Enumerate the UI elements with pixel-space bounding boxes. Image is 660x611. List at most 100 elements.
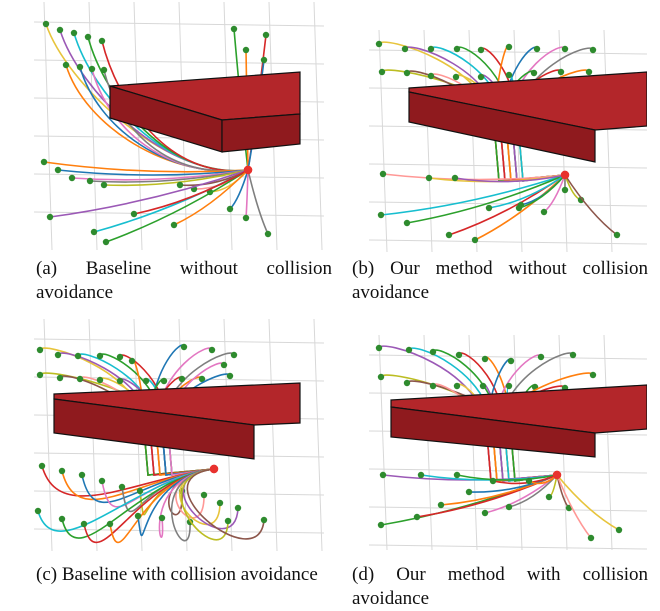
start-point [98,477,106,485]
start-point [116,377,124,385]
trajectory-line [518,174,566,209]
start-point [452,73,460,81]
caption-c: (c) Baseline with collision avoidance [36,563,332,587]
start-point [557,68,565,76]
start-point [477,46,485,54]
start-point [533,45,541,53]
start-point [208,346,216,354]
start-point [429,348,437,356]
start-point [128,357,136,365]
start-point [569,351,577,359]
start-point [180,343,188,351]
start-point [451,174,459,182]
grid-line [423,335,433,550]
caption-b: (b) Our method without collision avoidan… [352,257,648,305]
grid-line [369,239,647,245]
start-point [525,477,533,485]
trajectory-line [492,474,558,485]
start-point [465,488,473,496]
start-point [224,517,232,525]
trajectory-line [556,474,620,531]
start-point [489,477,497,485]
start-point [76,375,84,383]
panel-a-trajectories [34,2,324,250]
start-point [437,501,445,509]
start-point [106,520,114,528]
start-point [537,353,545,361]
start-point [427,72,435,80]
grid-line [43,319,53,551]
start-point [425,174,433,182]
panel-b-trajectories [369,30,647,252]
caption-a-text: Baseline without collision avoidance [36,258,332,303]
start-point [54,351,62,359]
goal-point [560,170,570,180]
start-point [589,371,597,379]
start-point [485,204,493,212]
grid-line [34,21,324,27]
start-point [38,462,46,470]
start-point [561,186,569,194]
start-point [401,45,409,53]
panel-d-trajectories [369,335,647,550]
trajectory-line [247,169,269,235]
start-point [158,514,166,522]
grid-line [34,173,324,179]
grid-line [313,319,323,551]
caption-a-label: (a) [36,258,58,279]
start-point [242,46,250,54]
start-point [453,382,461,390]
trajectory-line [186,468,265,540]
start-point [76,63,84,71]
start-point [585,68,593,76]
start-point [176,181,184,189]
panel-c-trajectories [34,319,324,551]
start-point [262,31,270,39]
grid-line [34,338,324,344]
start-point [142,377,150,385]
caption-c-label: (c) [36,564,58,585]
start-point [413,513,421,521]
trajectory-line [456,474,558,481]
trajectory-line [474,174,566,241]
start-point [68,174,76,182]
start-point [46,213,54,221]
start-point [405,346,413,354]
caption-b-text: Our method without collision avoidance [352,258,648,303]
start-point [515,204,523,212]
grid-line [603,30,613,252]
trajectory-line [49,169,249,218]
start-point [100,66,108,74]
panel-d-plot [369,335,647,550]
grid-line [378,335,388,550]
start-point [242,214,250,222]
grid-line [423,30,433,252]
grid-line [268,319,278,551]
start-point [36,346,44,354]
start-point [62,61,70,69]
obstacle-front-face [53,398,255,460]
trajectory-line [57,169,249,176]
start-point [613,231,621,239]
grid-line [34,528,324,534]
caption-c-text: Baseline with collision avoidance [61,564,318,585]
grid-line [34,59,324,65]
start-point [234,504,242,512]
start-point [477,73,485,81]
start-point [545,493,553,501]
start-point [589,46,597,54]
start-point [34,507,42,515]
start-point [96,352,104,360]
start-point [226,372,234,380]
panel-c-plot [34,319,324,551]
start-point [78,471,86,479]
grid-line [378,30,388,252]
grid-line [369,49,647,55]
start-point [379,170,387,178]
start-point [481,509,489,517]
start-point [561,45,569,53]
trajectory-line [380,174,566,216]
start-point [403,379,411,387]
trajectory-line [105,169,249,243]
start-point [70,29,78,37]
